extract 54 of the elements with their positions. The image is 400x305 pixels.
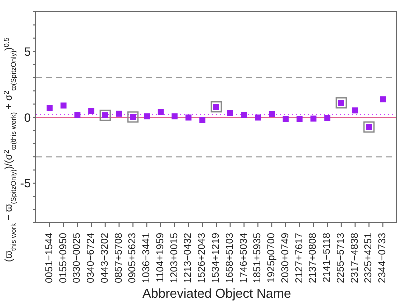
point [227,110,234,116]
y-tick-label: 0 [24,110,32,125]
x-tick-label: 1925p0700 [266,232,278,284]
point [269,111,276,118]
point [200,117,206,124]
point [74,112,81,118]
x-tick-label: 2030+0749 [280,232,292,284]
point [186,114,192,121]
point [364,122,375,133]
point [241,112,248,118]
point [352,108,358,114]
x-tick-label: 0330−0025 [72,232,84,284]
point [255,114,262,121]
x-tick-label: 2141−5118 [322,232,334,283]
point [158,109,164,116]
x-tick-label: 0857+5708 [114,232,125,284]
x-tick-label: 1526+2043 [197,232,208,284]
point [380,96,386,103]
point [100,110,112,122]
y-tick-label: 5 [24,44,32,59]
x-tick-label: 2325+4251 [364,232,375,284]
x-tick-label: 0051−1544 [44,232,56,284]
x-tick-label: 1746+5034 [238,232,250,284]
x-axis-title: Abbreviated Object Name [142,286,292,301]
x-tick-label: 1658+5103 [224,232,236,284]
point [296,116,303,122]
x-tick-label: 1036−3441 [142,232,153,284]
x-tick-label: 1203+0015 [169,232,180,284]
y-tick-label: -5 [20,176,32,191]
x-tick-label: 1213−0432 [183,232,194,284]
x-tick-label: 2255−5713 [336,232,347,284]
x-tick-label: 2344−0733 [378,232,389,284]
point [144,114,150,120]
point [172,114,178,120]
x-tick-label: 0340−6724 [86,232,98,284]
x-tick-label: 0443−3202 [100,232,111,284]
point [210,101,222,113]
point [116,110,122,117]
x-tick-label: 2137+0808 [308,232,320,284]
x-tick-label: 2127+7617 [294,232,306,284]
point [88,108,95,114]
point [60,102,67,109]
point [282,116,289,122]
x-tick-label: 2317−4838 [350,232,361,284]
x-tick-label: 0905+5623 [128,232,139,284]
x-tick-label: 0155+0950 [58,232,70,284]
x-tick-label: 1851+5935 [252,232,264,284]
x-tick-label: 1104+1959 [155,232,166,283]
point [336,98,348,109]
point [46,105,53,112]
x-tick-label: 1534+1219 [211,232,222,284]
point [128,112,139,123]
point [324,115,331,122]
point [310,116,317,122]
